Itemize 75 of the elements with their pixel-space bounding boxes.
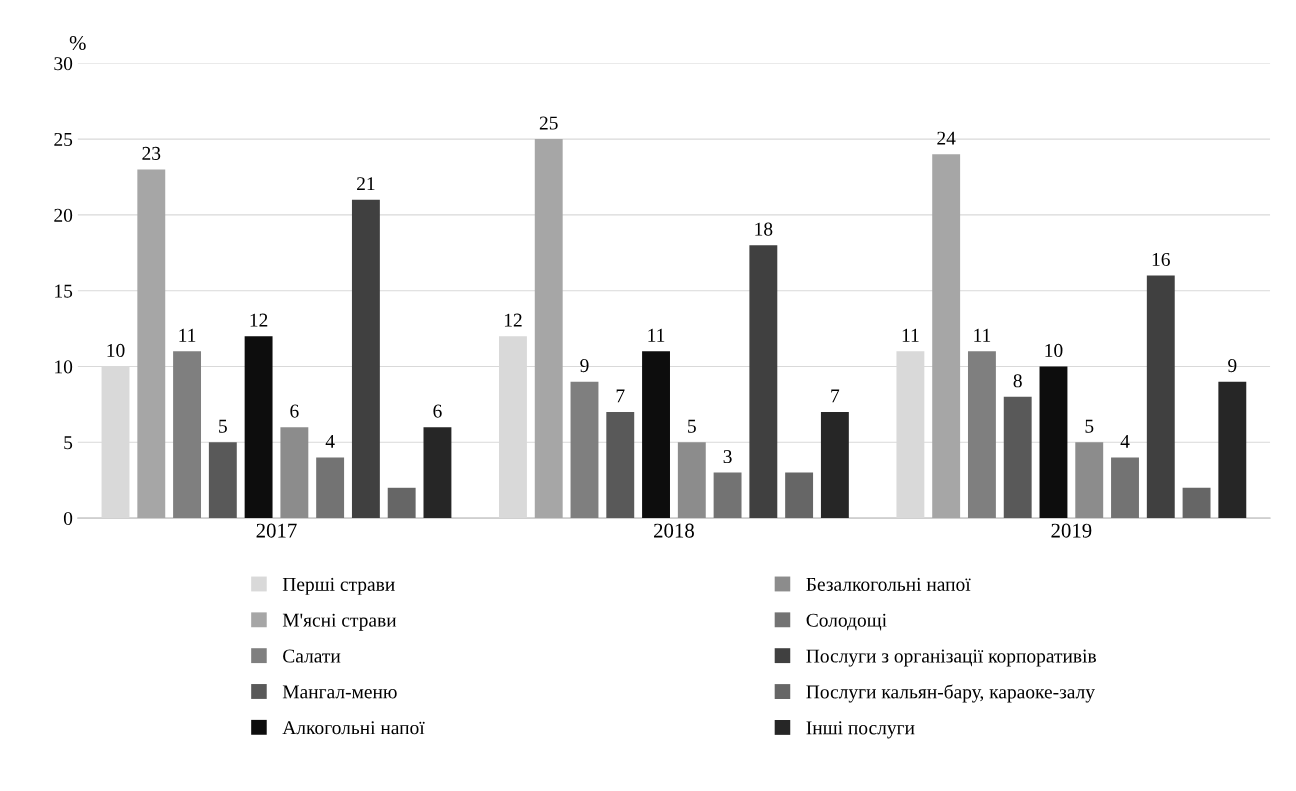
data-label: 4 [1120, 434, 1130, 448]
bar [1039, 366, 1068, 519]
data-label: 6 [433, 404, 442, 418]
legend-label: Безалкогольні напої [806, 577, 971, 591]
bar [967, 351, 996, 519]
data-label: 11 [179, 328, 196, 342]
x-tick-label: 2018 [654, 523, 694, 538]
data-label: 23 [142, 146, 161, 160]
bar [570, 381, 599, 519]
y-tick-label: 10 [55, 360, 73, 374]
y-tick-label: 0 [63, 511, 73, 526]
data-label: 16 [1152, 252, 1170, 267]
y-tick-label: 15 [55, 284, 73, 298]
bar [1218, 381, 1247, 519]
bar [642, 351, 670, 519]
legend-label: М'ясні страви [282, 613, 397, 631]
data-label: 11 [648, 328, 665, 342]
legend-label: Салати [283, 649, 341, 663]
bar [208, 442, 237, 519]
bar [677, 442, 706, 519]
y-tick-label: 30 [54, 57, 73, 71]
y-tick-label: 25 [54, 132, 73, 147]
bar [137, 169, 166, 519]
bar [1182, 487, 1211, 519]
data-label: 9 [580, 359, 589, 373]
data-label: 6 [290, 404, 299, 418]
data-label: 7 [616, 389, 625, 403]
bar [351, 199, 380, 519]
legend-label: Мангал-меню [282, 685, 397, 699]
bar [1075, 442, 1104, 519]
bar [1111, 457, 1139, 519]
data-label: 4 [325, 434, 335, 448]
bar [387, 487, 416, 519]
legend-label: Послуги з організації корпоративів [806, 649, 1096, 667]
data-label: 10 [1045, 343, 1063, 357]
y-tick-label: 5 [64, 436, 73, 450]
bar [1003, 396, 1032, 519]
bar [1146, 275, 1175, 519]
legend-label: Інші послуги [806, 721, 915, 739]
bar [785, 472, 814, 519]
bar [606, 411, 635, 519]
bar [316, 457, 345, 519]
bar [713, 472, 742, 519]
data-label: 7 [831, 389, 840, 403]
data-label: 18 [755, 222, 773, 236]
y-tick-label: 20 [54, 208, 73, 222]
data-label: 5 [219, 419, 227, 433]
bar [280, 427, 309, 519]
bar [820, 411, 849, 519]
legend-label: Солодощі [806, 613, 887, 631]
data-label: 8 [1013, 374, 1022, 388]
data-label: 11 [974, 328, 991, 342]
bar [749, 245, 778, 519]
data-label: 25 [539, 116, 558, 130]
bar [244, 336, 273, 519]
x-tick-label: 2019 [1051, 523, 1092, 538]
data-label: 12 [250, 313, 268, 327]
data-label: 21 [357, 177, 375, 191]
bar [534, 139, 563, 519]
data-label: 12 [504, 313, 522, 327]
legend-label: Алкогольні напої [282, 721, 425, 735]
data-label: 5 [1085, 419, 1094, 433]
legend-label: Послуги кальян-бару, караоке-залу [806, 684, 1095, 703]
y-axis-title: % [69, 35, 86, 51]
data-label: 10 [107, 343, 125, 357]
data-label: 9 [1228, 359, 1237, 373]
bar [173, 351, 202, 519]
bar [423, 427, 452, 519]
data-label: 24 [937, 131, 956, 145]
bar [932, 154, 961, 519]
data-label: 5 [688, 419, 696, 433]
x-tick-label: 2017 [256, 523, 297, 538]
data-label: 11 [902, 328, 919, 342]
data-label: 3 [723, 450, 732, 464]
legend-label: Перші страви [282, 577, 395, 595]
